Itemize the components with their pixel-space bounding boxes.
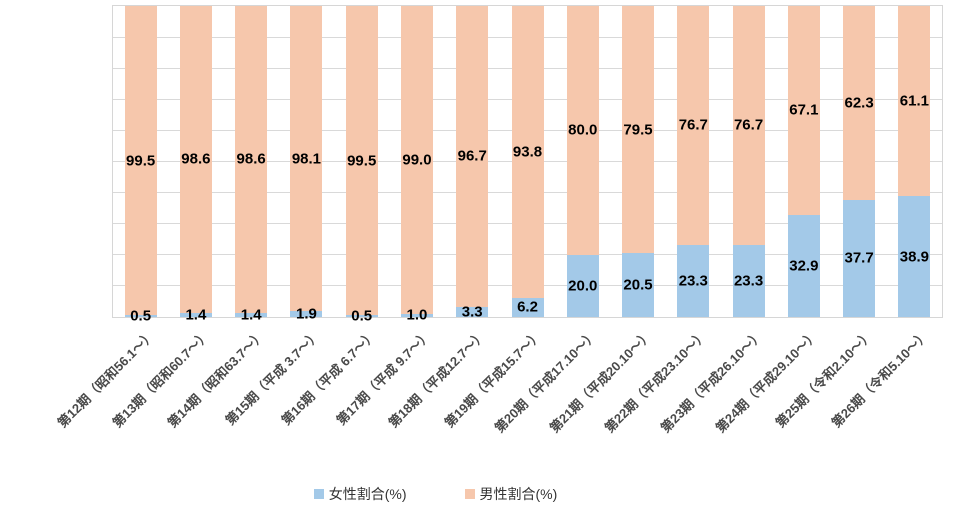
legend-item-female: 女性割合(%) bbox=[313, 486, 407, 502]
bar-segment-female bbox=[456, 306, 489, 317]
data-label-male: 98.1 bbox=[291, 150, 322, 168]
data-label-female: 1.9 bbox=[295, 305, 317, 323]
bar-segment-female bbox=[400, 313, 433, 317]
data-label-female: 3.3 bbox=[461, 303, 483, 321]
bar-segment-female bbox=[235, 312, 268, 317]
data-label-female: 0.5 bbox=[130, 307, 152, 325]
bar-segment-male bbox=[622, 6, 655, 254]
bar-segment-male bbox=[235, 6, 268, 313]
data-label-male: 98.6 bbox=[181, 150, 211, 168]
male-series-label: 男性割合(%) bbox=[479, 486, 558, 502]
x-axis-label: 第23期（平成26.10～） bbox=[657, 327, 766, 436]
x-axis-label: 第17期（平成 9.7～） bbox=[333, 327, 434, 428]
data-label-male: 76.7 bbox=[678, 116, 708, 134]
data-label-male: 76.7 bbox=[733, 116, 764, 134]
data-label-male: 99.5 bbox=[126, 152, 156, 170]
data-label-male: 67.1 bbox=[789, 101, 819, 119]
data-label-male: 62.3 bbox=[844, 94, 874, 112]
bar-segment-male bbox=[732, 6, 765, 245]
data-label-female: 0.5 bbox=[351, 307, 373, 325]
female-series-swatch bbox=[313, 489, 324, 499]
data-label-female: 6.2 bbox=[517, 298, 538, 316]
x-axis-label: 第22期（平成23.10～） bbox=[602, 327, 711, 436]
x-axis-label: 第26期（令和5.10～） bbox=[828, 327, 932, 431]
bar-segment-female bbox=[290, 311, 323, 317]
bar-segment-male bbox=[345, 6, 378, 316]
x-axis-labels: 第12期（昭和56.1～） 第13期（昭和60.7～） 第14期（昭和63.7～）第… bbox=[54, 316, 941, 486]
bar-segment-male bbox=[677, 6, 710, 245]
bar-segment-female bbox=[511, 297, 544, 317]
x-axis-label: 第19期（平成15.7～） bbox=[441, 327, 545, 431]
bar-segment-female bbox=[787, 214, 820, 317]
x-axis-label: 第13期（昭和60.7～） bbox=[109, 327, 213, 431]
chart-legend: 女性割合(%) 男性割合(%) bbox=[0, 487, 914, 501]
bar-segment-male bbox=[456, 6, 489, 307]
bar-segment-male bbox=[124, 6, 157, 316]
x-axis-label: 第25期（令和2.10～） bbox=[772, 327, 877, 431]
plot-area: 0.5 99.5 1.4 98.6 1.4 98.6 1.9 98.1 0.5 99.5 1.0 99… bbox=[112, 5, 943, 324]
bar-segment-female bbox=[345, 315, 378, 317]
data-label-female: 20.5 bbox=[623, 276, 653, 294]
data-label-female: 1.4 bbox=[240, 306, 262, 324]
data-label-female: 38.9 bbox=[899, 248, 929, 265]
x-axis-label: 第15期（平成 3.7～） bbox=[222, 327, 324, 428]
data-label-male: 93.8 bbox=[512, 143, 543, 161]
data-label-male: 96.7 bbox=[457, 147, 487, 165]
data-label-female: 1.0 bbox=[406, 306, 428, 324]
legend-item-male: 男性割合(%) bbox=[464, 486, 558, 502]
data-label-male: 79.5 bbox=[623, 121, 653, 139]
data-label-female: 20.0 bbox=[568, 277, 598, 295]
x-axis-label: 第12期（昭和56.1～） bbox=[54, 327, 158, 431]
bar-segment-female bbox=[898, 196, 931, 317]
x-axis-label: 第24期（平成29.10～） bbox=[712, 327, 821, 436]
x-axis-label: 第21期（平成20.10～） bbox=[546, 327, 655, 436]
bar-segment-male bbox=[787, 6, 820, 215]
bar-segment-female bbox=[124, 315, 157, 317]
bar-segment-male bbox=[566, 6, 599, 255]
bar-segment-female bbox=[179, 312, 212, 317]
data-label-male: 80.0 bbox=[568, 121, 598, 139]
data-label-female: 23.3 bbox=[678, 272, 708, 290]
male-series-swatch bbox=[464, 489, 475, 499]
bar-segment-male bbox=[400, 6, 433, 314]
x-axis-label: 第16期（平成 6.7～） bbox=[278, 327, 379, 428]
bar-segment-male bbox=[511, 6, 544, 298]
data-label-female: 1.4 bbox=[185, 306, 207, 324]
bar-segment-female bbox=[732, 244, 765, 317]
x-axis-label: 第18期（平成12.7～） bbox=[386, 327, 490, 431]
data-label-male: 61.1 bbox=[899, 92, 929, 110]
bar-segment-female bbox=[622, 253, 655, 317]
bar-segment-female bbox=[566, 254, 599, 317]
bar-segment-male bbox=[290, 6, 323, 312]
x-axis-label: 第20期（平成17.10～） bbox=[491, 327, 600, 436]
data-label-male: 99.0 bbox=[402, 151, 432, 169]
female-series-label: 女性割合(%) bbox=[328, 486, 407, 502]
bar-segment-male bbox=[898, 6, 931, 197]
bar-segment-female bbox=[843, 199, 876, 317]
data-label-female: 23.3 bbox=[733, 272, 764, 290]
x-axis-label: 第14期（昭和63.7～） bbox=[164, 327, 269, 431]
bar-segment-female bbox=[677, 244, 710, 317]
bar-segment-male bbox=[843, 6, 876, 200]
data-label-female: 32.9 bbox=[789, 257, 819, 275]
data-label-male: 98.6 bbox=[236, 150, 266, 168]
bar-segment-male bbox=[179, 6, 212, 313]
data-label-male: 99.5 bbox=[347, 152, 377, 170]
data-label-female: 37.7 bbox=[844, 249, 874, 267]
